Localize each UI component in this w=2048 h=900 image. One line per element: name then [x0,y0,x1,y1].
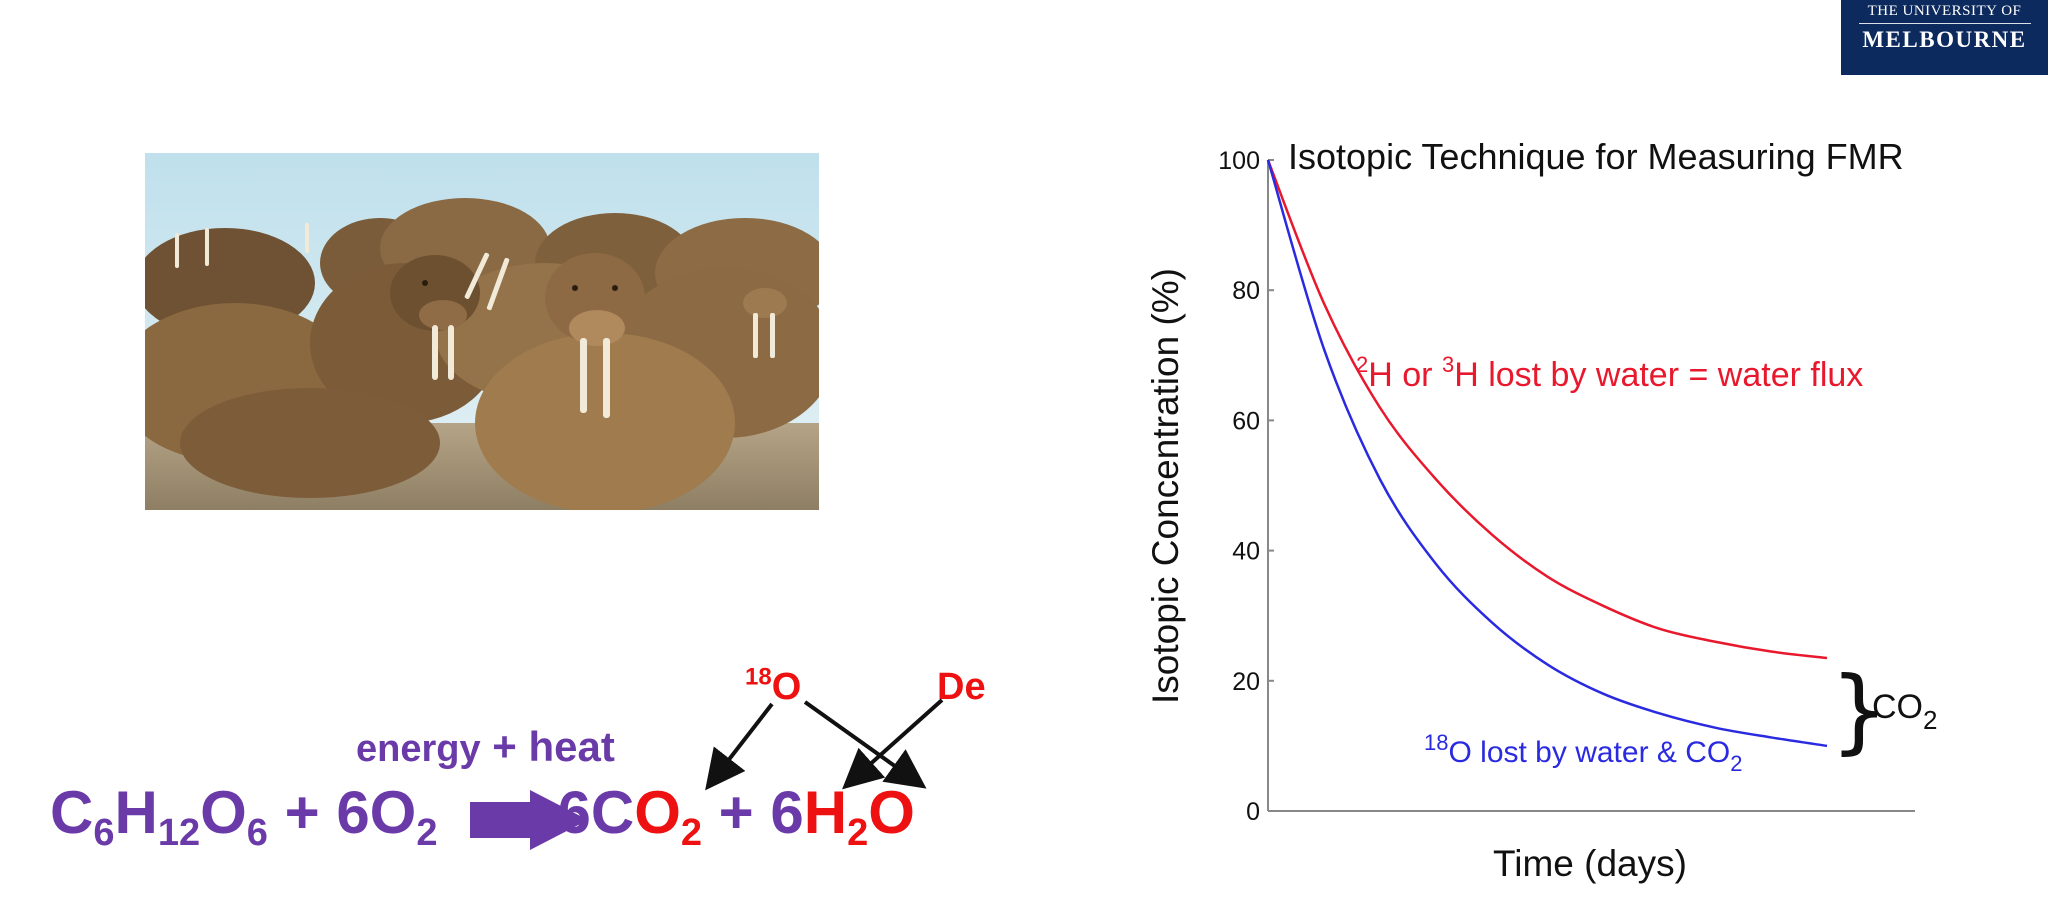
oxygen: 6O2 [336,779,438,855]
y-tick-label: 40 [1232,538,1260,566]
logo-line2: MELBOURNE [1862,27,2027,52]
walrus-photo [145,153,819,510]
bracket-icon: } [1830,657,1889,764]
y-tick-label: 60 [1232,407,1260,435]
chart-ylabel: Isotopic Concentration (%) [1145,268,1186,704]
blue-series-line [1266,159,1828,748]
oxygen18-label: 18O [745,665,801,709]
oxygen18-symbol: O [771,666,802,708]
red-series-line [1266,159,1828,660]
plus-1: + [267,779,337,846]
logo-rule [1858,23,2031,24]
co2-bracket-label: CO2 [1872,688,1937,735]
energy-heat-label: energy + heat [356,722,615,774]
logo-line1: THE UNIVERSITY OF [1867,3,2022,19]
walrus-photo-illustration [145,153,819,510]
oxygen18-mass: 18 [745,663,772,691]
chart-xlabel: Time (days) [1493,843,1687,884]
energy-plus: + [480,723,529,770]
chart-title: Isotopic Technique for Measuring FMR [1288,136,1904,177]
water: 6H2O [770,779,915,855]
deuterium-label: De [937,666,986,708]
y-tick-label: 0 [1246,798,1260,826]
energy-text: energy [356,728,481,770]
y-tick-label: 20 [1232,668,1260,696]
blue-series-label: 18O lost by water & CO2 [1424,730,1742,776]
university-logo: THE UNIVERSITY OF MELBOURNE [1841,0,2048,75]
heat-text: heat [528,723,615,770]
y-tick-label: 80 [1232,277,1260,305]
glucose: C6H12O6 [50,779,268,855]
y-tick-label: 100 [1218,147,1260,175]
red-series-label: 2H or 3H lost by water = water flux [1356,352,1863,394]
